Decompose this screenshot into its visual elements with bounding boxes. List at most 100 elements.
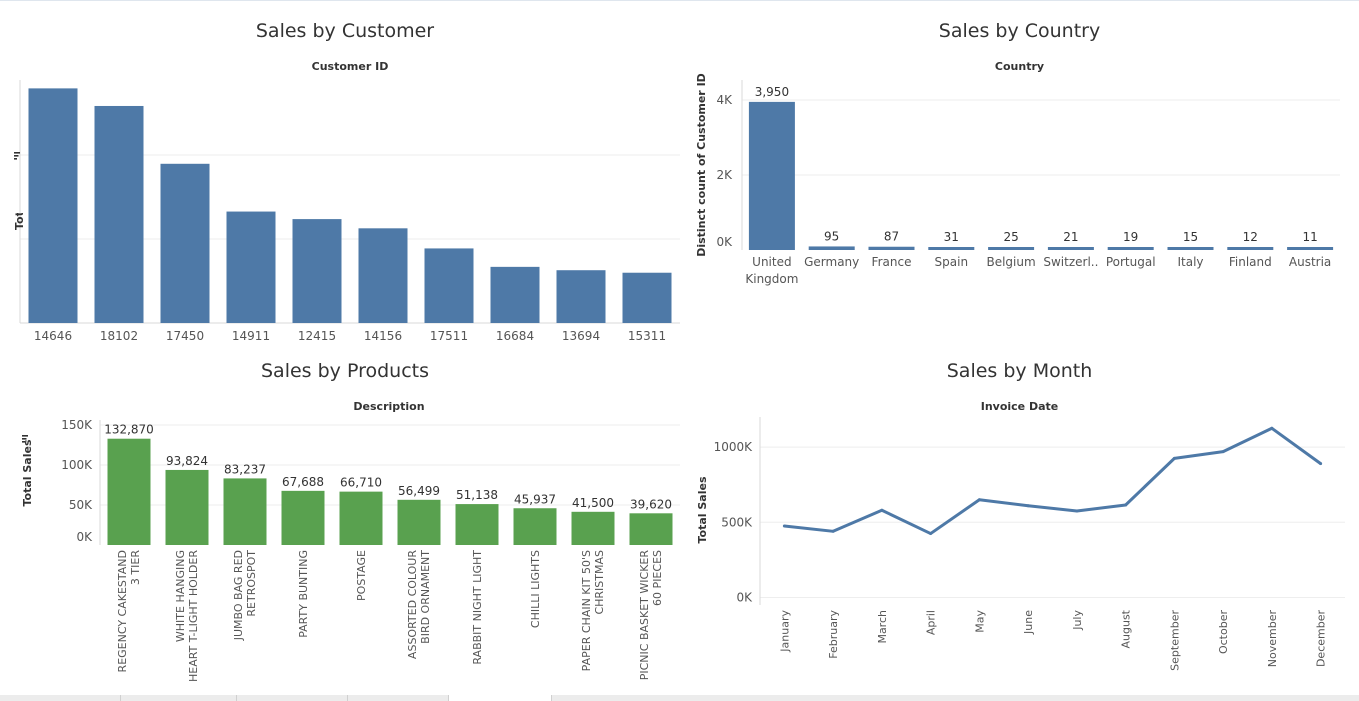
data-label: 11 (1302, 230, 1317, 244)
y-tick-label: 0K (76, 530, 93, 544)
bar (94, 105, 144, 323)
x-tick-label: 17450 (166, 329, 204, 343)
y-axis-title: Total Sales (21, 439, 34, 506)
sheet-tab[interactable] (348, 695, 449, 701)
bar (1167, 247, 1214, 250)
x-tick-label: WHITE HANGING (174, 550, 187, 642)
x-tick-label: September (1168, 610, 1181, 671)
data-label: 56,499 (398, 484, 440, 498)
x-tick-label: 12415 (298, 329, 336, 343)
bar (424, 248, 474, 323)
y-tick-label: 100K (61, 458, 93, 472)
y-tick-label: 0K (736, 590, 753, 604)
data-label: 95 (824, 229, 839, 243)
x-tick-label: August (1120, 609, 1133, 648)
bar (868, 246, 915, 250)
sheet-tab[interactable] (449, 695, 552, 701)
x-tick-label: June (1022, 610, 1035, 635)
y-axis-title: Distinct count of Customer ID (695, 73, 708, 257)
data-label: 19 (1123, 230, 1138, 244)
bar (1107, 247, 1154, 250)
data-label: 25 (1003, 230, 1018, 244)
x-tick-label: Finland (1229, 255, 1272, 269)
data-label: 3,950 (755, 85, 789, 99)
bar (165, 469, 209, 545)
sort-icon (14, 158, 17, 160)
bar (455, 504, 499, 545)
x-tick-label: Austria (1289, 255, 1331, 269)
data-point (1172, 456, 1176, 460)
x-tick-label: Kingdom (745, 272, 798, 286)
x-tick-label: CHRISTMAS (593, 550, 606, 615)
panel-sales-by-month: Sales by Month Invoice Date 0K 500K 1000K J… (680, 355, 1359, 695)
x-axis-header: Invoice Date (980, 400, 1059, 413)
x-tick-label: May (973, 610, 986, 633)
y-tick-label: 50K (69, 498, 93, 512)
products-chart: 0K 50K 100K 150K 132,870 REGENCY CAKESTAND 3 T… (21, 418, 680, 682)
data-label: 132,870 (104, 423, 154, 437)
x-tick-label: 3 TIER (129, 550, 142, 585)
customer-chart: 14646 18102 17450 14911 12415 14156 17511 16684… (13, 80, 680, 343)
bar (358, 228, 408, 323)
bar (107, 438, 151, 545)
x-tick-label: POSTAGE (355, 550, 368, 601)
x-tick-label: 14156 (364, 329, 402, 343)
x-tick-label: France (872, 255, 912, 269)
x-tick-label: March (876, 610, 889, 644)
panel-sales-by-country: Sales by Country Country 0K 2K 4K 3,950 Unit… (680, 0, 1359, 355)
bar (1227, 247, 1274, 250)
x-tick-label: RABBIT NIGHT LIGHT (471, 550, 484, 665)
x-tick-label: Switzerl.. (1043, 255, 1098, 269)
data-point (1026, 504, 1030, 508)
y-tick-label: 2K (716, 168, 733, 182)
x-tick-label: 14911 (232, 329, 270, 343)
x-tick-label: HEART T-LIGHT HOLDER (187, 550, 200, 682)
x-tick-label: February (827, 610, 840, 659)
panel-sales-by-customer: Sales by Customer Customer ID 14646 18102… (0, 0, 690, 355)
data-point (1319, 462, 1323, 466)
bar (808, 246, 855, 250)
data-label: 12 (1243, 230, 1258, 244)
data-label: 39,620 (630, 497, 672, 511)
bar (556, 270, 606, 323)
chart-title: Sales by Month (946, 360, 1093, 382)
x-tick-label: JUMBO BAG RED (232, 550, 245, 641)
data-label: 87 (884, 230, 899, 244)
y-axis-title: Total Sales (13, 163, 26, 230)
x-tick-label: REGENCY CAKESTAND (116, 550, 129, 672)
x-tick-label: 17511 (430, 329, 468, 343)
data-label: 45,937 (514, 492, 556, 506)
chart-title: Sales by Products (261, 360, 429, 382)
x-tick-label: January (778, 610, 791, 653)
y-tick-label: 0K (716, 235, 733, 249)
panel-sales-by-products: Sales by Products Description 0K 50K 100K 1… (0, 355, 690, 695)
sheet-tab-strip (0, 695, 1359, 701)
data-label: 21 (1063, 230, 1078, 244)
sort-icon (14, 155, 19, 157)
x-tick-label: 18102 (100, 329, 138, 343)
country-chart: 0K 2K 4K 3,950 United Kingdom 95 Germany 87 Franc… (695, 73, 1340, 286)
x-tick-label: BIRD ORNAMENT (419, 550, 432, 644)
data-point (831, 529, 835, 533)
sheet-tab[interactable] (121, 695, 237, 701)
month-chart: 0K 500K 1000K January February March April May J… (696, 417, 1345, 671)
sheet-tab[interactable] (0, 695, 121, 701)
x-tick-label: Germany (804, 255, 859, 269)
data-point (782, 524, 786, 528)
series-line (784, 426, 1322, 536)
bar (28, 88, 78, 324)
bar (748, 101, 795, 250)
y-tick-label: 150K (61, 418, 93, 432)
bar (1287, 247, 1334, 250)
x-tick-label: 16684 (496, 329, 534, 343)
bar (629, 513, 673, 545)
data-label: 83,237 (224, 462, 266, 476)
bar (928, 247, 975, 250)
sort-icon (22, 438, 27, 440)
bar (397, 499, 441, 545)
x-tick-label: Spain (935, 255, 969, 269)
x-tick-label: December (1315, 610, 1328, 668)
chart-title: Sales by Customer (255, 20, 435, 42)
x-tick-label: November (1266, 610, 1279, 668)
sheet-tab[interactable] (237, 695, 348, 701)
